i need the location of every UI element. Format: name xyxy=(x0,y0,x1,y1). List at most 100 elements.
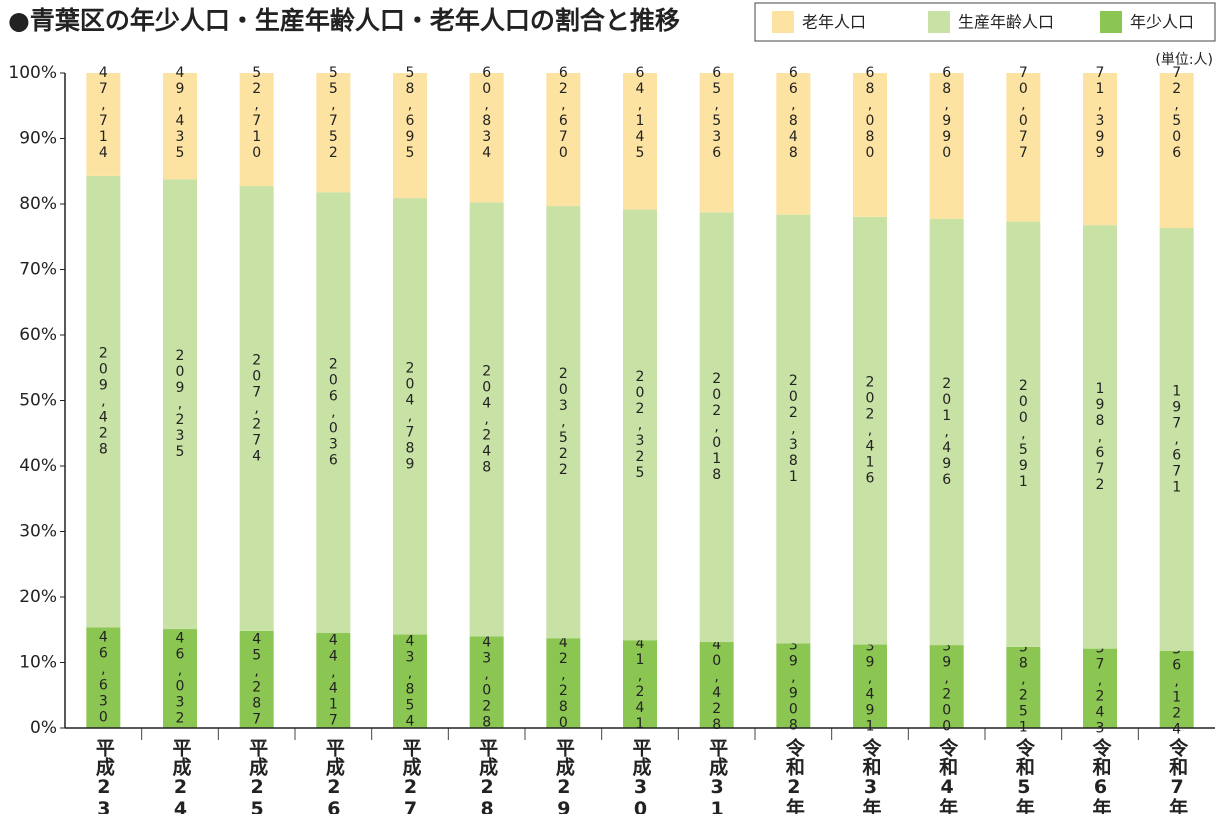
bar-segment xyxy=(776,643,811,728)
bar-segment xyxy=(546,73,581,207)
bar-segment xyxy=(469,636,504,728)
data-label: 209,428 xyxy=(95,346,111,458)
x-tick-label: 平成23年 xyxy=(93,738,115,814)
bar-segment xyxy=(699,73,734,213)
data-label: 204,789 xyxy=(402,360,418,472)
data-label: 36,124 xyxy=(1169,641,1185,737)
bar-segment xyxy=(163,179,197,630)
legend-swatch xyxy=(772,11,794,33)
data-label: 40,428 xyxy=(709,637,725,733)
bar-segment xyxy=(776,73,811,215)
data-label: 65,536 xyxy=(709,65,725,161)
y-tick-label: 70% xyxy=(19,260,57,280)
data-label: 64,145 xyxy=(632,65,648,161)
bar-segment xyxy=(546,206,581,639)
data-label: 43,028 xyxy=(479,634,495,730)
data-label: 202,381 xyxy=(785,373,801,485)
data-label: 207,274 xyxy=(249,352,265,464)
data-label: 58,695 xyxy=(402,65,418,161)
data-label: 203,522 xyxy=(555,366,571,478)
bar-segment xyxy=(393,634,427,728)
x-tick-label: 平成28年 xyxy=(476,738,498,814)
legend-label: 生産年齢人口 xyxy=(958,13,1054,32)
data-label: 39,908 xyxy=(785,638,801,734)
data-label: 62,670 xyxy=(555,65,571,161)
legend-box xyxy=(754,2,1216,42)
data-label: 49,435 xyxy=(172,65,188,161)
bar-segment xyxy=(1083,648,1117,728)
y-tick-label: 50% xyxy=(19,391,57,411)
bar-segment xyxy=(469,73,504,203)
bar-segment xyxy=(699,212,734,643)
bar-segment xyxy=(699,642,734,728)
bar-segment xyxy=(1006,646,1041,728)
x-tick-label: 令和7年 xyxy=(1166,737,1188,814)
bar-segment xyxy=(1159,650,1194,728)
data-label: 46,630 xyxy=(95,630,111,726)
x-tick-label: 令和3年 xyxy=(860,737,882,814)
y-tick-label: 20% xyxy=(19,587,57,607)
data-label: 45,287 xyxy=(249,631,265,727)
data-label: 68,990 xyxy=(939,65,955,161)
data-label: 39,200 xyxy=(939,639,955,735)
data-label: 204,248 xyxy=(479,363,495,475)
bar-segment xyxy=(853,216,887,645)
bar-segment xyxy=(163,73,197,180)
data-label: 206,036 xyxy=(325,357,341,469)
bar-segment xyxy=(853,73,887,217)
x-tick-label: 平成24年 xyxy=(170,738,192,814)
bar-segment xyxy=(929,218,964,646)
legend-label: 年少人口 xyxy=(1130,13,1194,32)
data-label: 68,080 xyxy=(862,65,878,161)
y-tick-label: 10% xyxy=(19,653,57,673)
unit-label: (単位:人) xyxy=(1155,52,1213,68)
data-label: 197,671 xyxy=(1169,383,1185,495)
x-tick-label: 令和2年 xyxy=(783,737,805,814)
bar-segment xyxy=(1006,221,1041,647)
data-label: 42,280 xyxy=(555,635,571,731)
y-tick-label: 90% xyxy=(19,129,57,149)
bar-segment xyxy=(853,644,887,728)
bar-segment xyxy=(469,202,504,637)
data-label: 52,710 xyxy=(249,65,265,161)
data-label: 209,235 xyxy=(172,348,188,460)
bar-segment xyxy=(1159,73,1194,229)
legend-label: 老年人口 xyxy=(802,13,866,32)
x-tick-label: 平成30年 xyxy=(630,738,652,814)
y-tick-label: 100% xyxy=(8,63,57,83)
data-label: 37,243 xyxy=(1092,640,1108,736)
data-label: 38,251 xyxy=(1015,639,1031,735)
data-label: 71,399 xyxy=(1092,65,1108,161)
bar-segment xyxy=(316,632,351,728)
bar-segment xyxy=(86,175,121,628)
y-tick-label: 60% xyxy=(19,325,57,345)
data-label: 70,077 xyxy=(1015,65,1031,161)
bar-segment xyxy=(86,73,121,176)
chart-title: ●青葉区の年少人口・生産年齢人口・老年人口の割合と推移 xyxy=(8,6,680,35)
data-label: 202,325 xyxy=(632,369,648,481)
bar-segment xyxy=(776,214,811,644)
bar-segment xyxy=(239,186,274,631)
y-tick-label: 40% xyxy=(19,456,57,476)
y-tick-label: 0% xyxy=(30,718,57,738)
data-label: 44,417 xyxy=(325,632,341,728)
bar-segment xyxy=(316,73,351,193)
bar-segment xyxy=(929,73,964,219)
bar-segment xyxy=(1083,73,1117,226)
bar-segment xyxy=(1159,228,1194,651)
bar-segment xyxy=(929,645,964,728)
x-tick-label: 平成27年 xyxy=(400,738,422,814)
legend-swatch xyxy=(1100,11,1122,33)
x-tick-label: 令和5年 xyxy=(1013,737,1035,814)
x-tick-label: 平成29年 xyxy=(553,738,575,814)
data-label: 43,854 xyxy=(402,633,418,729)
bar-segment xyxy=(623,640,657,728)
bar-segment xyxy=(1083,225,1117,649)
data-label: 72,506 xyxy=(1169,65,1185,161)
data-label: 201,496 xyxy=(939,376,955,488)
data-label: 46,032 xyxy=(172,631,188,727)
bar-segment xyxy=(239,73,274,187)
bar-segment xyxy=(86,627,121,728)
data-label: 47,714 xyxy=(95,65,111,161)
